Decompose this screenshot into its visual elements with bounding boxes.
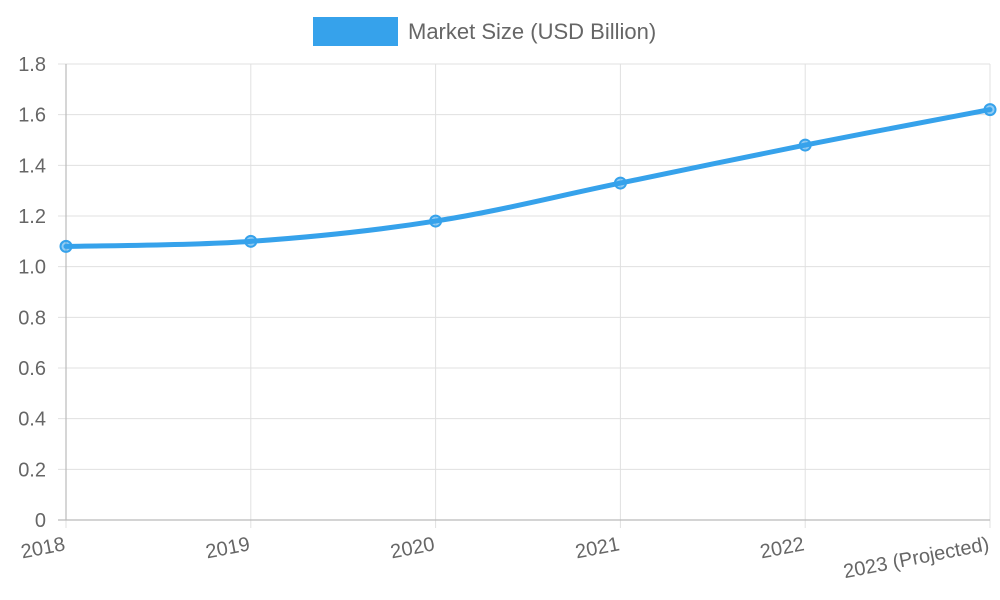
legend-swatch[interactable]	[313, 17, 398, 46]
y-tick-label: 1.4	[18, 155, 46, 177]
legend-label[interactable]: Market Size (USD Billion)	[408, 19, 656, 44]
x-tick-label: 2020	[389, 533, 437, 563]
data-point[interactable]	[429, 214, 443, 228]
data-point[interactable]	[613, 176, 627, 190]
x-tick-label: 2018	[19, 533, 67, 563]
legend[interactable]: Market Size (USD Billion)	[313, 17, 656, 46]
x-tick-label: 2023 (Projected)	[842, 533, 991, 583]
y-axis-tick-labels: 0 0.2 0.4 0.6 0.8 1.0 1.2 1.4 1.6 1.8	[18, 54, 46, 532]
data-point[interactable]	[244, 234, 258, 248]
grid	[58, 63, 991, 528]
y-tick-label: 1.2	[18, 206, 46, 228]
data-point[interactable]	[798, 138, 812, 152]
x-tick-label: 2019	[204, 533, 252, 563]
x-tick-label: 2021	[573, 533, 621, 563]
series	[59, 103, 997, 253]
y-tick-label: 0.2	[18, 459, 46, 481]
x-axis-tick-labels: 2018 2019 2020 2021 2022 2023 (Projected)	[19, 533, 991, 583]
y-tick-label: 0.6	[18, 358, 46, 380]
y-tick-label: 1.8	[18, 54, 46, 76]
y-tick-label: 0.8	[18, 307, 46, 329]
y-tick-label: 0.4	[18, 409, 46, 431]
data-point[interactable]	[983, 103, 997, 117]
axes	[58, 64, 990, 521]
x-tick-label: 2022	[758, 533, 806, 563]
y-tick-label: 1.6	[18, 105, 46, 127]
series-line	[63, 107, 993, 249]
y-tick-label: 0	[35, 510, 46, 532]
data-point[interactable]	[59, 239, 73, 253]
y-tick-label: 1.0	[18, 257, 46, 279]
